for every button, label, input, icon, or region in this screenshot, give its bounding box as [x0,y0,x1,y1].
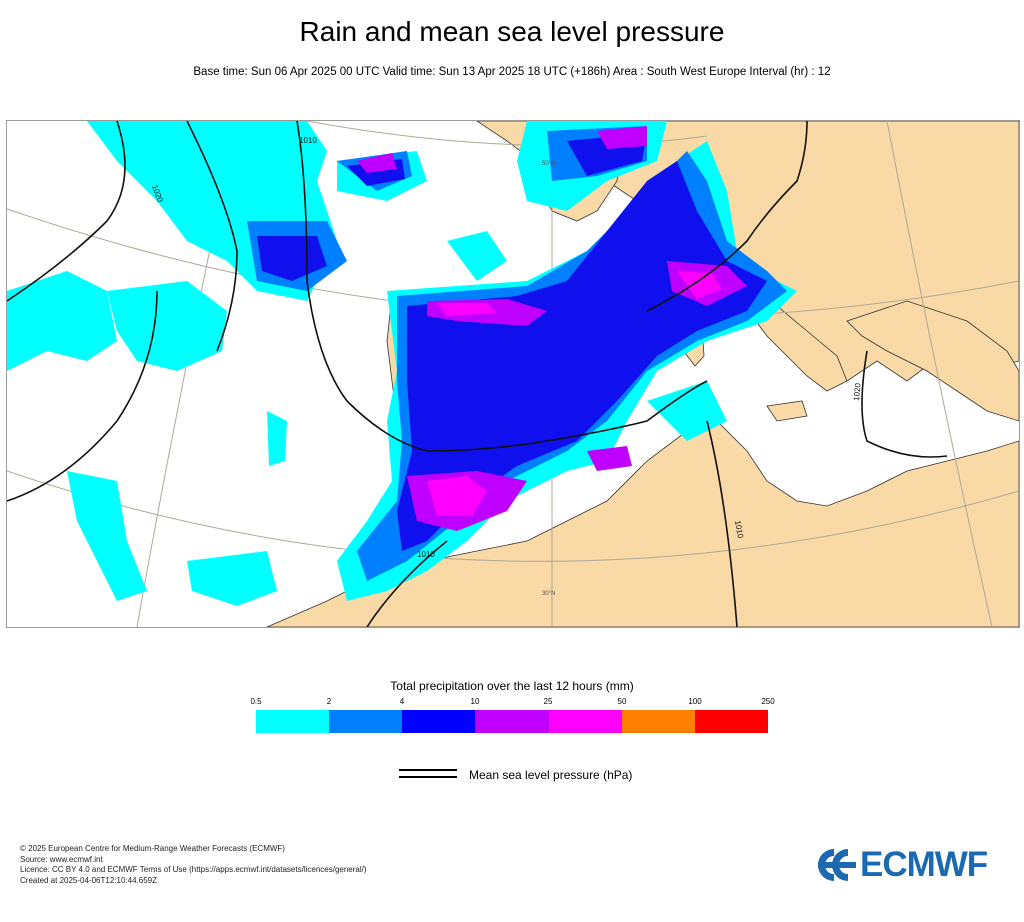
legend-tick: 10 [470,697,480,706]
legend-swatch [475,710,549,733]
legend-swatch [548,710,622,733]
weather-map: 1010 1020 1010 1010 1020 50°N 30°N [6,120,1020,628]
legend-swatch [256,710,330,733]
land-sicily [766,400,808,422]
legend-title: Total precipitation over the last 12 hou… [390,679,634,693]
precip-extreme [427,271,722,516]
chart-title: Rain and mean sea level pressure [299,16,725,47]
isobar-label: 1020 [852,382,863,401]
legend-swatch [402,710,476,733]
legend-tick: 50 [617,697,627,706]
ecmwf-logo[interactable]: ECMWF [812,845,1012,885]
isobar-label: 1010 [733,520,745,540]
isobar-label: 1010 [417,550,435,559]
legend-tick: 4 [399,697,405,706]
legend-tick: 100 [688,697,702,706]
lat-labels: 50°N 30°N [542,161,555,597]
legend-ticks: 0.5 2 4 10 25 50 100 250 [0,697,1024,709]
footer-credits: © 2025 European Centre for Medium-Range … [20,844,367,886]
footer-created: Created at 2025-04-06T12:10:44.659Z [20,875,157,885]
map-canvas: 1010 1020 1010 1010 1020 50°N 30°N [7,121,1019,627]
ecmwf-logo-text: ECMWF [860,845,988,884]
isobar-label: 1010 [299,136,317,145]
legend-colorbar [256,710,768,733]
mslp-legend: Mean sea level pressure (hPa) [399,766,699,786]
footer-source: Source: www.ecmwf.int [20,854,103,864]
chart-subtitle: Base time: Sun 06 Apr 2025 00 UTC Valid … [193,66,831,78]
legend-tick: 2 [326,697,332,706]
legend-swatch [329,710,403,733]
legend-tick: 25 [543,697,553,706]
land-balkans [846,300,1019,422]
ecmwf-logo-icon [818,849,856,881]
isobars [7,121,948,627]
legend-swatch [694,710,768,733]
mslp-line-sample [399,776,457,778]
footer-copyright: © 2025 European Centre for Medium-Range … [20,844,285,853]
mslp-legend-label: Mean sea level pressure (hPa) [469,768,633,782]
legend-tick: 250 [761,697,775,706]
lat-label-30n: 30°N [542,591,555,597]
lat-label-50n: 50°N [542,161,555,167]
footer-licence: Licence: CC BY 4.0 and ECMWF Terms of Us… [20,865,367,874]
legend-swatch [621,710,695,733]
legend-tick: 0.5 [250,697,262,706]
land-north-africa [266,420,1019,627]
isobar-labels: 1010 1020 1010 1010 1020 [150,136,862,559]
mslp-line-sample [399,769,457,771]
